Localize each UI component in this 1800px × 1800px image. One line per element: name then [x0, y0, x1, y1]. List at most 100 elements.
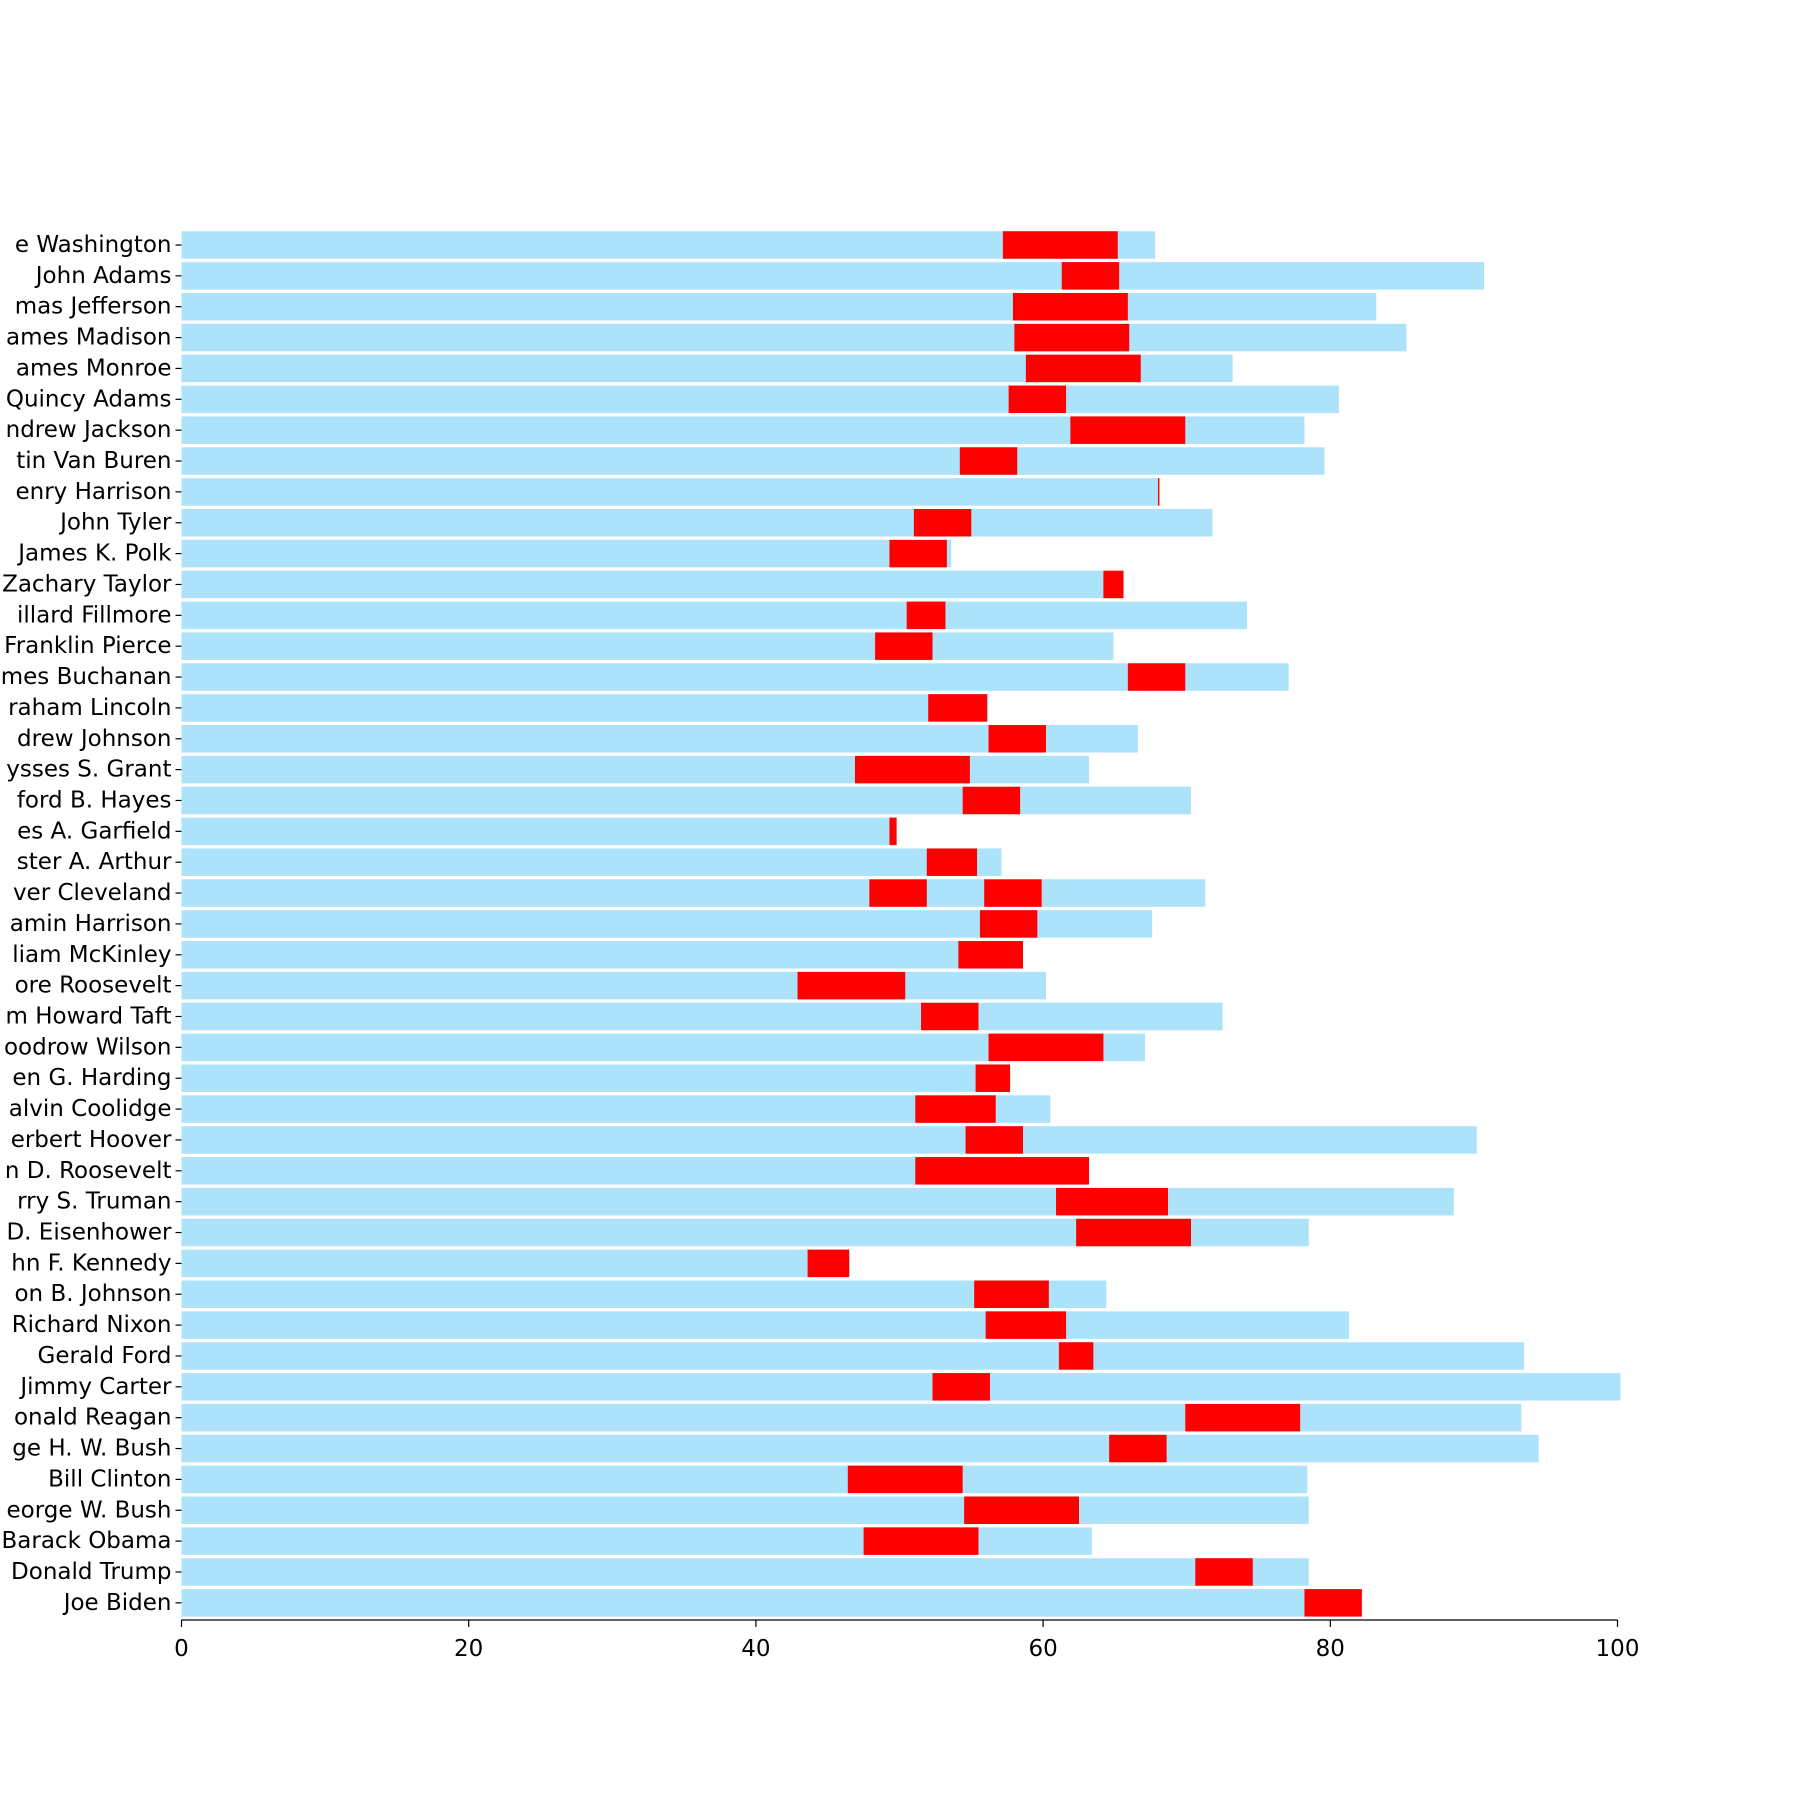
lifespan-bar — [181, 323, 1407, 352]
lifespan-bar — [181, 1095, 1051, 1123]
y-tick-label: erbert Hoover — [11, 1127, 172, 1153]
lifespan-bar — [181, 1403, 1522, 1432]
presidency-bar — [1061, 262, 1120, 290]
y-tick-label: Quincy Adams — [6, 386, 172, 412]
bars-layer — [181, 231, 1621, 1617]
presidency-bar — [1014, 323, 1130, 352]
presidency-bar — [863, 1527, 979, 1555]
presidency-bar — [847, 1465, 963, 1494]
y-tick-label: Richard Nixon — [12, 1312, 172, 1338]
presidency-bar — [1185, 1403, 1301, 1432]
presidency-bar — [1157, 478, 1160, 506]
lifespan-bar — [181, 231, 1156, 259]
y-tick-label: on B. Johnson — [14, 1281, 171, 1307]
lifespan-bar — [181, 1064, 1011, 1092]
presidency-bar — [1008, 385, 1067, 414]
presidency-bar — [1195, 1558, 1253, 1586]
lifespan-bar — [181, 663, 1289, 691]
y-tick-label: James K. Polk — [16, 541, 172, 567]
presidency-bar — [913, 508, 972, 537]
presidency-bar — [1012, 292, 1128, 321]
y-tick-label: ore Roosevelt — [15, 973, 172, 999]
y-tick-label: tin Van Buren — [16, 448, 171, 474]
presidency-bar — [984, 879, 1042, 907]
y-tick-label: ames Monroe — [16, 355, 172, 381]
lifespan-bar — [181, 817, 897, 846]
presidency-bar — [807, 1249, 850, 1278]
y-tick-label: ysses S. Grant — [6, 757, 171, 783]
lifespan-bar — [181, 632, 1114, 660]
y-tick-label: Barack Obama — [2, 1528, 172, 1554]
lifespan-bar — [181, 570, 1124, 599]
lifespan-bar — [181, 971, 1046, 1000]
lifespan-bar — [181, 447, 1325, 475]
x-tick-label: 0 — [174, 1636, 189, 1662]
presidency-bar — [1002, 231, 1118, 259]
presidency-bar — [932, 1373, 990, 1401]
lifespan-bar — [181, 1465, 1308, 1494]
presidency-bar — [1056, 1187, 1169, 1216]
presidency-bar — [959, 447, 1018, 475]
y-tick-label: en G. Harding — [12, 1065, 171, 1091]
presidency-bar — [1109, 1434, 1167, 1463]
y-tick-label: Gerald Ford — [38, 1343, 172, 1369]
presidency-bar — [869, 879, 927, 907]
lifespan-bar — [181, 292, 1377, 321]
x-tick-label: 80 — [1316, 1636, 1345, 1662]
y-tick-label: mas Jefferson — [15, 294, 172, 320]
presidency-bar — [875, 632, 933, 660]
presidency-bar — [962, 786, 1021, 815]
lifespan-bar — [181, 539, 952, 568]
lifespan-bar — [181, 848, 1002, 876]
lifespan-bar — [181, 601, 1248, 630]
lifespan-bar — [181, 786, 1192, 815]
lifespan-bar — [181, 1496, 1309, 1525]
lifespan-bar — [181, 1434, 1539, 1463]
lifespan-bar — [181, 941, 1023, 969]
lifespan-bar — [181, 1187, 1454, 1216]
y-tick-label: Franklin Pierce — [4, 633, 171, 659]
y-tick-label: ndrew Jackson — [6, 417, 172, 443]
presidency-bar — [1058, 1342, 1094, 1370]
y-tick-label: Zachary Taylor — [2, 571, 172, 597]
y-tick-label: D. Eisenhower — [6, 1220, 172, 1246]
presidency-bar — [988, 725, 1046, 753]
y-tick-label: rry S. Truman — [17, 1189, 171, 1215]
lifespan-bar — [181, 478, 1160, 506]
presidency-bar — [985, 1311, 1067, 1339]
presidency-bar — [1304, 1589, 1362, 1617]
presidency-bar — [975, 1064, 1011, 1092]
presidency-bar — [889, 539, 947, 568]
lifespan-bar — [181, 1558, 1309, 1586]
presidency-bar — [915, 1095, 996, 1123]
y-tick-label: n D. Roosevelt — [5, 1158, 172, 1184]
lifespan-bar — [181, 1002, 1223, 1031]
y-tick-label: ford B. Hayes — [17, 787, 172, 813]
y-tick-label: es A. Garfield — [17, 818, 171, 844]
y-tick-labels: e Washington John Adams mas Jefferson ames … — [1, 232, 182, 1616]
presidency-bar — [928, 694, 988, 722]
presidency-bar — [974, 1280, 1049, 1308]
lifespan-bar — [181, 879, 1206, 907]
y-tick-label: ge H. W. Bush — [12, 1436, 171, 1462]
y-tick-label: eorge W. Bush — [7, 1497, 172, 1523]
y-tick-label: ster A. Arthur — [17, 849, 172, 875]
presidency-bar — [1025, 354, 1141, 383]
y-tick-label: hn F. Kennedy — [11, 1250, 171, 1276]
lifespan-bar — [181, 262, 1484, 290]
presidency-bar — [958, 941, 1023, 969]
presidency-bar — [964, 1496, 1079, 1525]
presidency-bar — [915, 1157, 1090, 1185]
presidency-bar — [906, 601, 946, 630]
presidency-bar — [926, 848, 978, 876]
y-tick-label: ames Madison — [6, 325, 172, 351]
y-tick-label: onald Reagan — [14, 1405, 172, 1431]
x-tick-label: 40 — [741, 1636, 770, 1662]
y-tick-label: Joe Biden — [62, 1590, 172, 1616]
x-tick-label: 60 — [1028, 1636, 1057, 1662]
lifespan-bar — [181, 725, 1138, 753]
presidency-bar — [1070, 416, 1186, 444]
presidency-bar — [965, 1126, 1023, 1154]
presidency-bar — [854, 755, 970, 784]
y-tick-label: e Washington — [15, 232, 172, 258]
